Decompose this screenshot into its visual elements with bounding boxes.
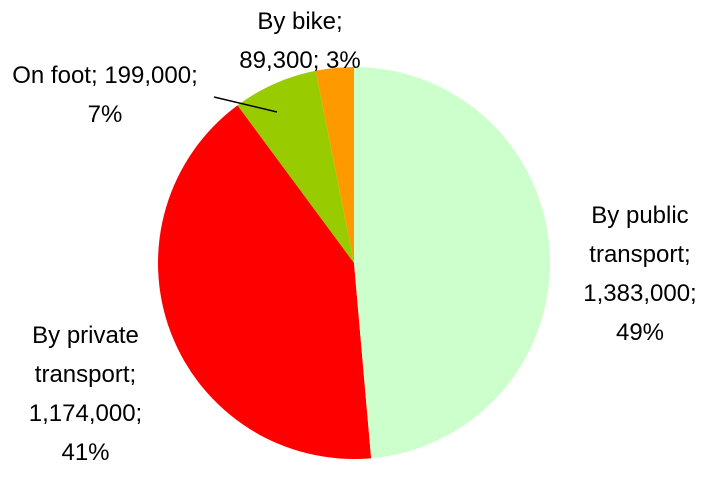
- leader-line: [213, 96, 278, 113]
- percent-label: 41%: [61, 439, 110, 466]
- pie-slice: [315, 67, 354, 263]
- separator: ;: [191, 62, 198, 89]
- value-label: 1,383,000: [583, 280, 691, 307]
- category: On foot: [12, 62, 91, 89]
- percent-label: 7%: [87, 101, 123, 128]
- pie-slice: [237, 70, 354, 263]
- category: By public transport: [589, 202, 689, 268]
- separator: ;: [312, 47, 320, 74]
- value-label: 1,174,000: [28, 400, 136, 427]
- separator: ;: [684, 241, 691, 268]
- pie-slice: [354, 67, 551, 459]
- data-label: By public transport; 1,383,000; 49%: [565, 196, 715, 352]
- value-label: 199,000: [104, 62, 192, 89]
- separator: ;: [135, 400, 143, 427]
- pie-slice: [158, 105, 372, 459]
- separator: ;: [336, 8, 343, 35]
- category: By bike: [257, 8, 337, 35]
- value-label: 89,300: [239, 47, 313, 74]
- separator: ;: [690, 280, 697, 307]
- percent-label: 3%: [326, 47, 361, 74]
- data-label: On foot; 199,000; 7%: [10, 56, 200, 134]
- percent-label: 49%: [615, 319, 665, 346]
- data-label: By private transport; 1,174,000; 41%: [8, 316, 163, 472]
- separator: ;: [90, 62, 98, 89]
- separator: ;: [129, 361, 137, 388]
- data-label: By bike; 89,300; 3%: [225, 2, 375, 80]
- category: By private transport: [32, 322, 139, 388]
